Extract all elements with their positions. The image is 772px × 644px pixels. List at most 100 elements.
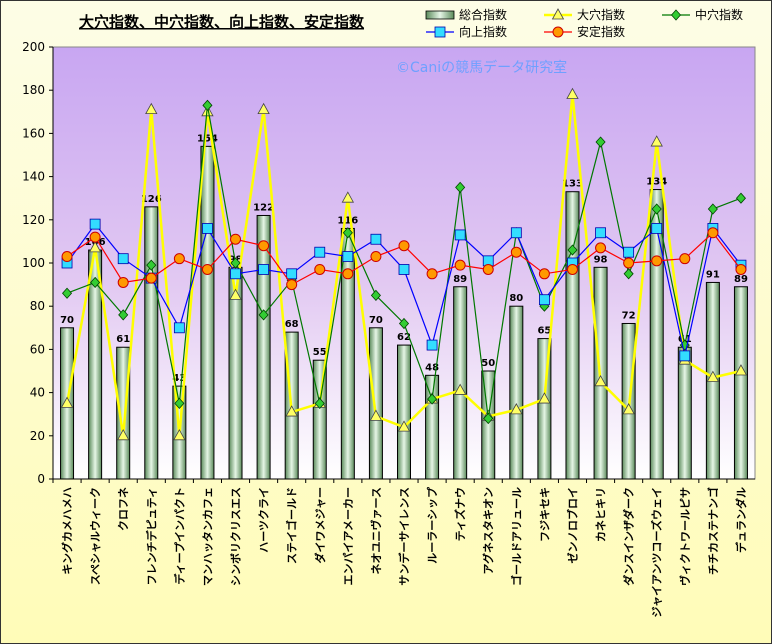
bar-value-label: 61 bbox=[116, 334, 130, 345]
x-tick-label: キングカメハメハ bbox=[60, 487, 74, 575]
point-circle bbox=[61, 251, 73, 263]
bar-value-label: 134 bbox=[646, 177, 667, 188]
point-diamond bbox=[623, 268, 634, 280]
point-triangle bbox=[650, 135, 663, 147]
point-diamond bbox=[90, 276, 101, 289]
point-circle bbox=[595, 242, 607, 254]
point-square bbox=[651, 223, 663, 234]
point-circle bbox=[510, 246, 522, 258]
point-circle bbox=[426, 268, 438, 280]
y-tick-label: 40 bbox=[30, 386, 45, 400]
point-square bbox=[454, 229, 466, 241]
x-tick-label: エンパイアメーカー bbox=[342, 487, 355, 585]
point-triangle bbox=[60, 396, 74, 408]
point-diamond bbox=[595, 136, 606, 148]
bar-value-label: 89 bbox=[453, 274, 467, 285]
point-triangle bbox=[397, 420, 411, 432]
bar-value-label: 43 bbox=[172, 373, 186, 384]
point-triangle bbox=[341, 191, 355, 203]
point-circle bbox=[342, 268, 354, 280]
x-tick-label: ゴールドアリュール bbox=[509, 487, 523, 586]
x-tick-label: カネヒキリ bbox=[595, 487, 608, 542]
y-axis: 0 20 40 60 80 100 120 140 160 180 200 bbox=[22, 40, 54, 486]
point-circle bbox=[258, 240, 270, 252]
bar-value-label: 50 bbox=[481, 358, 495, 369]
bar bbox=[340, 227, 355, 480]
bar-value-label: 80 bbox=[509, 293, 523, 304]
x-tick-label: ディープインパクト bbox=[172, 487, 186, 585]
x-tick-label: ティズナウ bbox=[453, 487, 467, 541]
chart-title: 大穴指数、中穴指数、向上指数、安定指数 bbox=[79, 13, 365, 31]
point-square bbox=[89, 218, 101, 230]
point-circle bbox=[230, 233, 242, 245]
legend-item: 総合指数 bbox=[425, 7, 507, 22]
point-triangle bbox=[453, 383, 467, 395]
x-tick-label: ダイワメジャー bbox=[313, 487, 327, 563]
point-triangle bbox=[622, 403, 635, 415]
x-tick-label: ステイゴールド bbox=[285, 487, 299, 564]
x-tick-label: アグネスタキオン bbox=[481, 487, 495, 574]
point-square bbox=[202, 223, 213, 234]
legend-item: 向上指数 bbox=[426, 24, 507, 39]
bar-value-label: 91 bbox=[706, 269, 720, 280]
bar bbox=[453, 286, 468, 480]
bar-value-label: 48 bbox=[425, 362, 439, 373]
x-tick-label: ヴィクトワールピサ bbox=[678, 487, 692, 586]
point-diamond bbox=[342, 227, 353, 239]
point-circle bbox=[173, 253, 185, 265]
point-diamond bbox=[455, 181, 466, 193]
point-triangle bbox=[706, 370, 720, 382]
line-series bbox=[60, 87, 748, 441]
x-tick-label: フレンチデピュティ bbox=[144, 487, 158, 585]
bar-value-label: 116 bbox=[337, 215, 358, 226]
bar bbox=[256, 214, 271, 480]
point-square bbox=[286, 268, 298, 280]
bar-value-label: 154 bbox=[197, 133, 218, 144]
point-triangle bbox=[145, 102, 158, 115]
legend-label: 向上指数 bbox=[459, 24, 507, 39]
point-circle bbox=[398, 240, 410, 252]
point-triangle bbox=[566, 87, 579, 99]
x-tick-label: チチカステナンゴ bbox=[706, 487, 720, 575]
point-circle bbox=[201, 263, 213, 275]
y-tick-label: 80 bbox=[30, 299, 45, 313]
bar-value-label: 133 bbox=[562, 179, 583, 190]
x-tick-label: デュランダル bbox=[734, 487, 748, 553]
legend-label: 総合指数 bbox=[459, 7, 507, 22]
point-circle bbox=[454, 259, 466, 271]
bar-value-label: 62 bbox=[397, 332, 411, 343]
point-square bbox=[370, 233, 382, 245]
x-tick-label: ゼンノロブロイ bbox=[565, 487, 579, 563]
y-tick-label: 120 bbox=[22, 213, 45, 227]
point-triangle bbox=[369, 409, 383, 421]
bar-value-label: 72 bbox=[622, 310, 636, 321]
legend-item: 大穴指数 bbox=[544, 7, 625, 22]
point-diamond bbox=[146, 259, 157, 271]
y-tick-label: 180 bbox=[22, 83, 45, 97]
bar-value-label: 89 bbox=[734, 274, 748, 285]
point-circle bbox=[707, 227, 719, 239]
bar bbox=[368, 327, 383, 480]
point-square bbox=[510, 227, 522, 239]
x-tick-label: ハーツクライ bbox=[258, 487, 271, 553]
bar-value-label: 65 bbox=[537, 326, 551, 337]
point-diamond bbox=[735, 192, 746, 204]
bar bbox=[509, 305, 524, 480]
point-diamond bbox=[174, 397, 185, 409]
point-diamond bbox=[427, 393, 438, 405]
point-square bbox=[258, 264, 270, 275]
point-triangle bbox=[538, 392, 551, 404]
point-circle bbox=[89, 231, 101, 243]
legend-label: 中穴指数 bbox=[695, 7, 743, 22]
bar bbox=[397, 344, 411, 480]
x-tick-label: ダンスインザダーク bbox=[622, 487, 636, 586]
series-circle bbox=[61, 227, 747, 291]
point-diamond bbox=[118, 309, 129, 321]
point-circle bbox=[552, 26, 564, 38]
watermark: ©Caniの競馬データ研究室 bbox=[396, 59, 567, 76]
point-square bbox=[314, 246, 326, 258]
point-triangle bbox=[117, 428, 130, 441]
